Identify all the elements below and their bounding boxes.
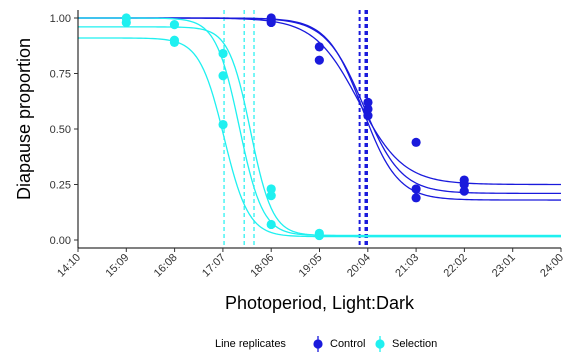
x-tick-label: 21:03 <box>393 252 421 280</box>
data-point-selection <box>218 119 228 130</box>
data-point-selection <box>266 219 276 230</box>
data-point-control <box>411 137 421 147</box>
fit-curve-selection <box>78 37 561 238</box>
y-tick-label: 0.75 <box>50 69 71 81</box>
data-point-control <box>363 104 373 114</box>
legend: Line replicates Control Selection <box>215 336 437 352</box>
legend-key-dot-control <box>313 339 323 349</box>
data-point-control <box>411 193 421 203</box>
x-tick-label: 14:10 <box>55 252 83 280</box>
x-tick-label: 22:02 <box>442 252 470 280</box>
data-point-control <box>459 186 469 196</box>
x-tick-label: 17:07 <box>200 252 228 280</box>
data-point-control <box>411 184 421 194</box>
data-point-control <box>314 55 324 65</box>
legend-label-selection: Selection <box>392 338 437 350</box>
data-point-selection <box>169 20 180 30</box>
y-axis-title: Diapause proportion <box>14 38 34 200</box>
data-point-selection <box>169 37 180 48</box>
axes <box>74 10 562 252</box>
data-point-control <box>314 42 324 52</box>
data-point-selection <box>314 230 324 241</box>
data-point-selection <box>121 17 131 28</box>
x-tick-label: 23:01 <box>490 252 518 280</box>
x-axis-title: Photoperiod, Light:Dark <box>225 293 415 313</box>
data-point-selection <box>218 71 228 81</box>
data-point-control <box>363 111 373 121</box>
y-tick-label: 1.00 <box>50 13 71 25</box>
legend-entry-selection: Selection <box>375 336 437 352</box>
x-tick-label: 24:00 <box>538 252 566 280</box>
x-tick-label: 20:04 <box>345 252 373 280</box>
data-point-control <box>459 179 469 190</box>
legend-key-dot-selection <box>375 339 385 349</box>
data-point-selection <box>218 48 228 59</box>
legend-entry-control: Control <box>313 336 365 352</box>
y-tick-label: 0.50 <box>50 124 71 136</box>
y-tick-label: 0.25 <box>50 180 71 192</box>
midpoint-lines <box>223 10 368 248</box>
tick-labels: 0.00 0.25 0.50 0.75 1.00 14:10 15:09 16:08 17:07… <box>50 13 567 280</box>
y-tick-label: 0.00 <box>50 235 71 247</box>
x-tick-label: 18:06 <box>248 252 276 280</box>
data-point-selection <box>266 184 276 194</box>
legend-label-control: Control <box>330 338 365 350</box>
data-point-control <box>363 97 373 107</box>
data-point-selection <box>266 191 276 201</box>
legend-title: Line replicates <box>215 338 286 350</box>
x-tick-label: 15:09 <box>103 252 131 280</box>
data-point-control <box>266 13 276 23</box>
data-points <box>121 13 469 241</box>
x-tick-label: 19:05 <box>297 252 325 280</box>
x-tick-label: 16:08 <box>152 252 180 280</box>
